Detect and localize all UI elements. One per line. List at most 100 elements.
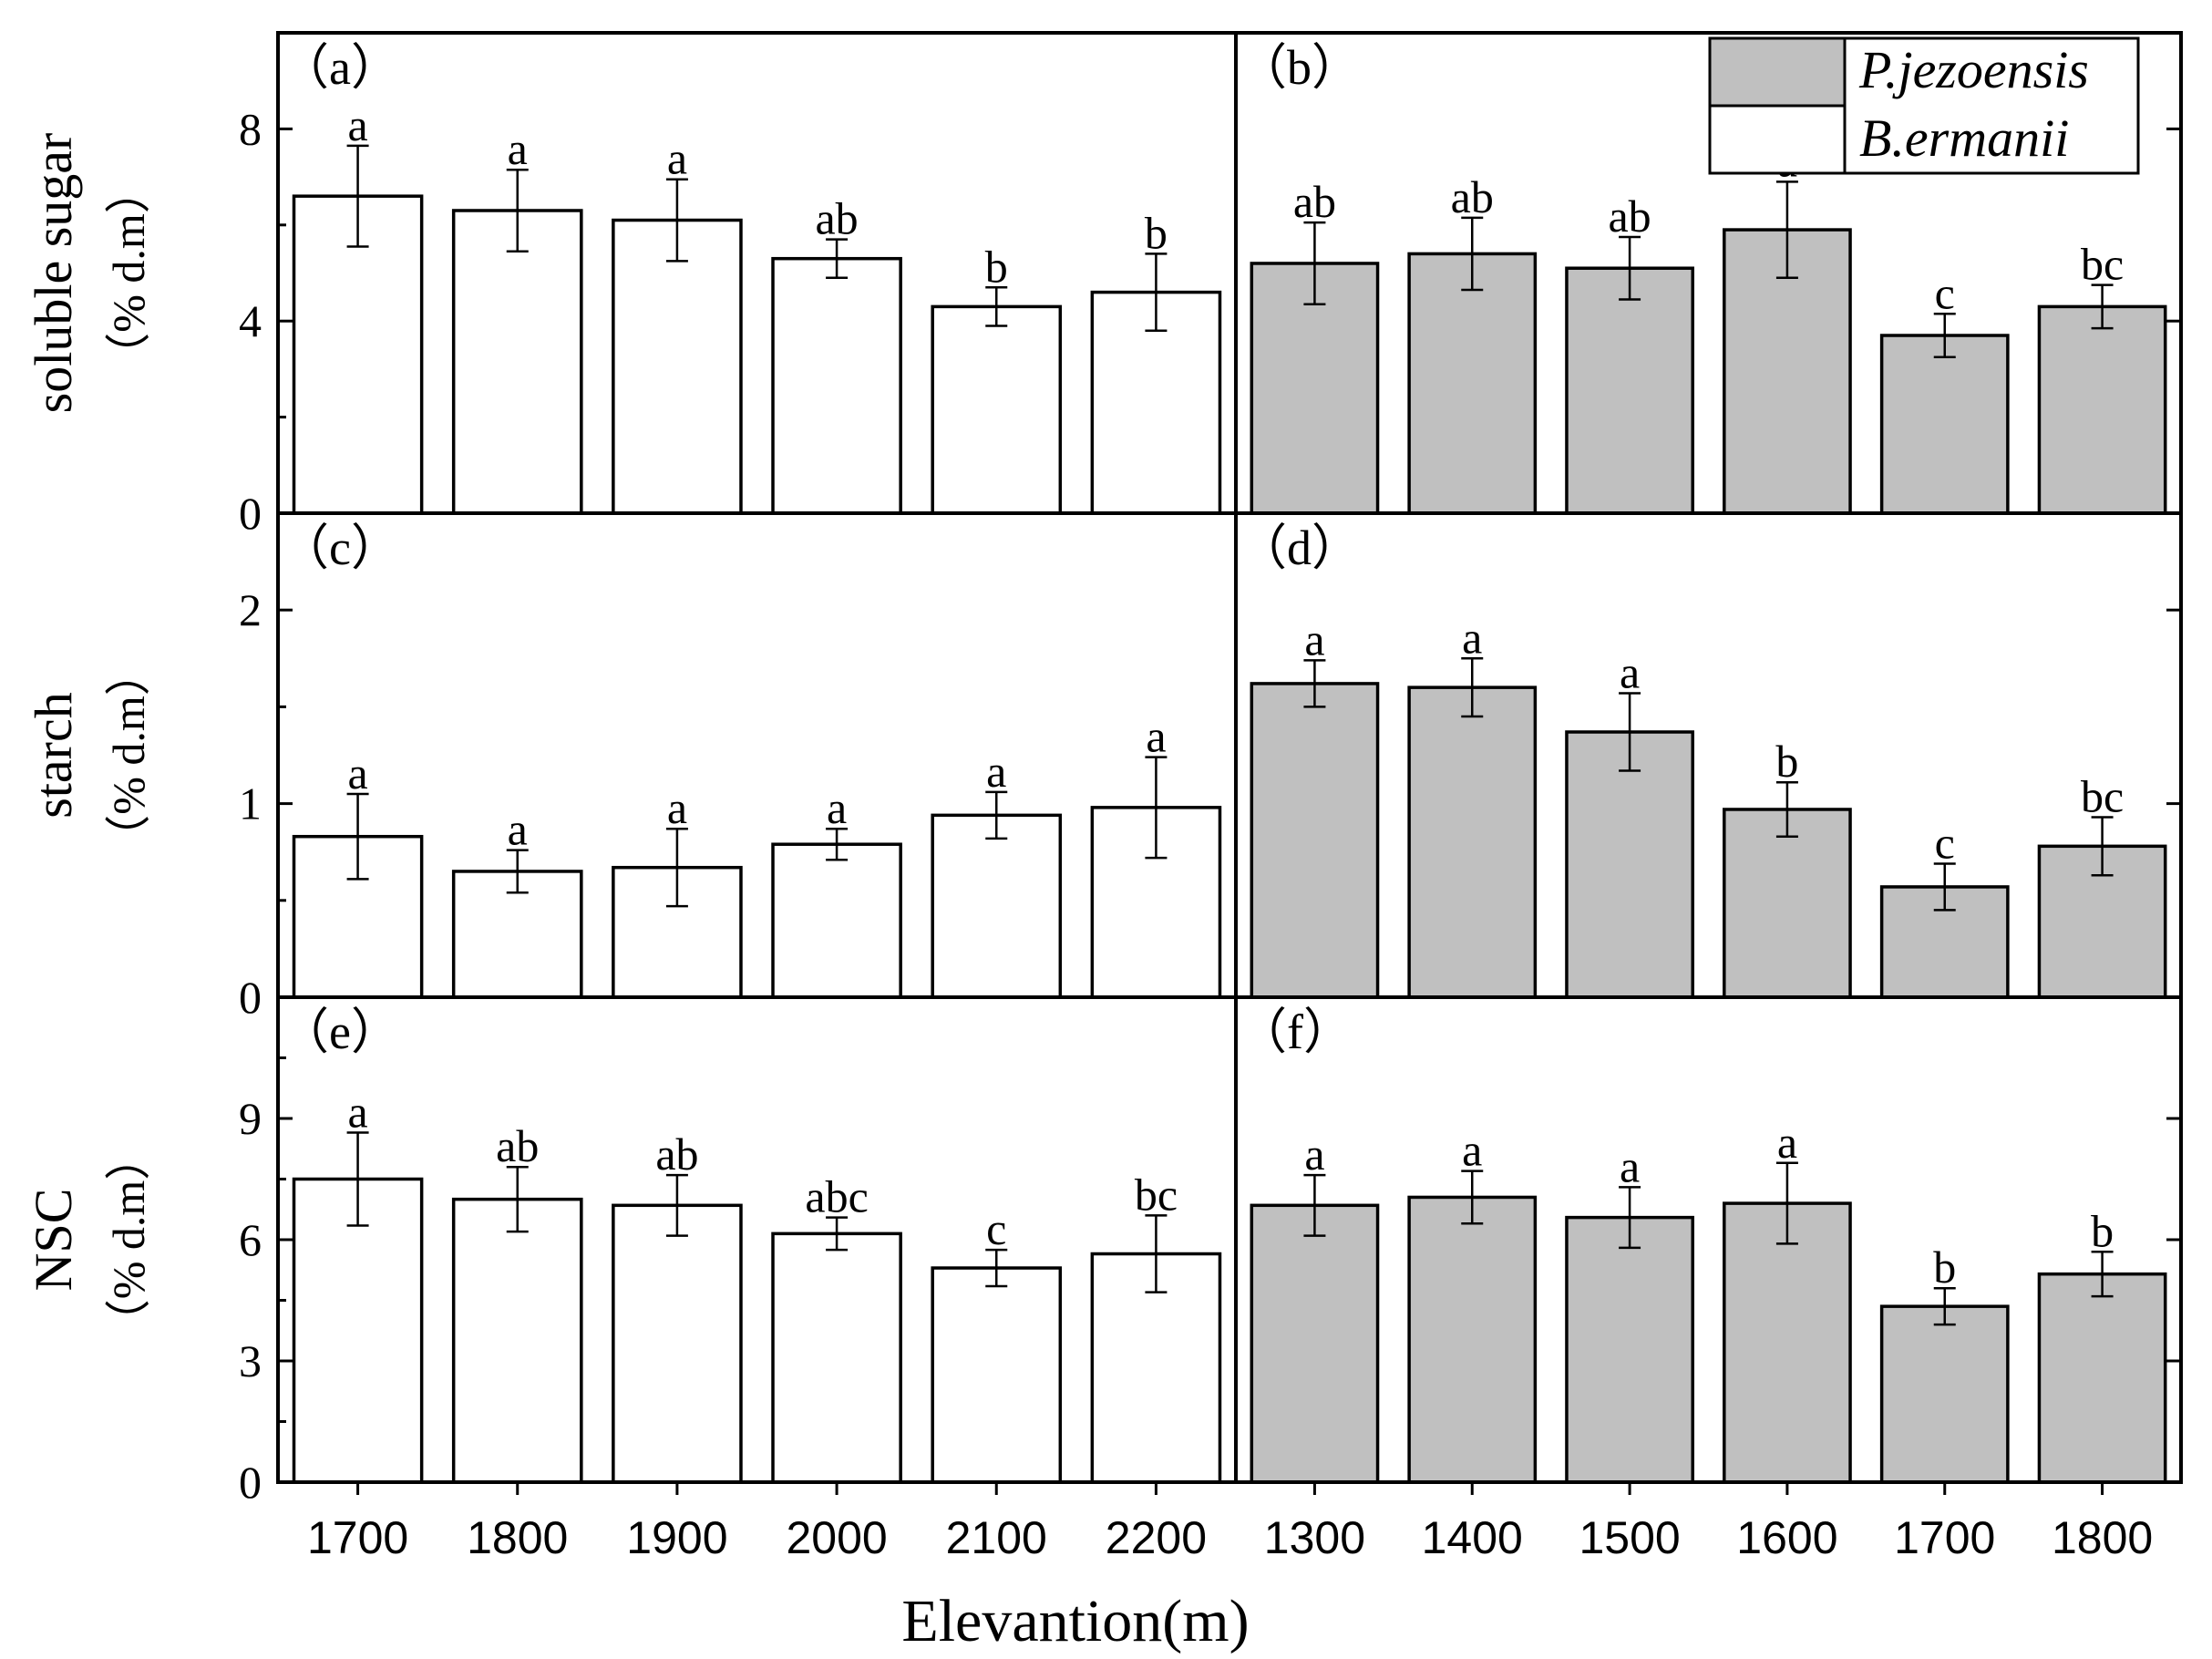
bar	[292, 194, 424, 515]
significance-letter: b	[1775, 736, 1798, 787]
significance-letter: a	[508, 804, 528, 855]
significance-letter: ab	[496, 1120, 539, 1171]
y-axis-title: NSC	[24, 1189, 83, 1292]
significance-letter: a	[1304, 613, 1324, 665]
significance-letter: a	[827, 782, 847, 833]
y-axis-title: soluble sugar	[24, 133, 83, 414]
significance-letter: a	[347, 99, 367, 150]
significance-letter: a	[347, 747, 367, 799]
x-tick-label: 1700	[1894, 1512, 1995, 1563]
significance-letter: abc	[805, 1171, 868, 1222]
significance-letter: b	[2091, 1205, 2114, 1256]
bar	[771, 1231, 902, 1484]
legend: P.jezoensis B.ermanii	[1708, 36, 2140, 175]
x-tick-label: 2200	[1106, 1512, 1207, 1563]
bar	[771, 256, 902, 515]
y-tick-label: 1	[239, 778, 262, 830]
bar	[451, 1197, 583, 1484]
significance-letter: ab	[655, 1128, 698, 1180]
bar	[1407, 252, 1538, 515]
x-tick-label: 1500	[1579, 1512, 1680, 1563]
x-tick-label: 1300	[1264, 1512, 1365, 1563]
bar	[2037, 1272, 2167, 1484]
bar	[1250, 682, 1380, 999]
plot-frame	[276, 31, 2183, 1484]
significance-letter: b	[985, 241, 1008, 292]
bar	[1407, 685, 1538, 999]
bar	[1723, 1201, 1852, 1484]
y-tick-label: 0	[239, 488, 262, 539]
significance-letter: a	[667, 782, 687, 833]
bar	[612, 1203, 743, 1484]
x-tick-label: 1800	[2052, 1512, 2153, 1563]
x-tick-label: 1700	[307, 1512, 408, 1563]
significance-letter: ab	[1608, 191, 1651, 242]
significance-letter: a	[667, 133, 687, 184]
y-tick-label: 2	[239, 584, 262, 635]
significance-letter: a	[1146, 711, 1166, 762]
panel-label: （e）	[280, 1005, 400, 1059]
bar	[612, 218, 743, 515]
significance-letter: a	[1777, 1117, 1797, 1168]
bar	[931, 1266, 1063, 1484]
bar	[292, 1177, 424, 1484]
bar	[1565, 1215, 1694, 1484]
y-axis-unit: （% d.m）	[103, 650, 154, 860]
significance-letter: b	[1145, 207, 1168, 258]
bar	[1565, 266, 1694, 515]
y-tick-label: 9	[239, 1093, 262, 1144]
significance-letter: bc	[2081, 239, 2124, 290]
significance-letter: bc	[1135, 1169, 1178, 1220]
significance-letter: a	[347, 1087, 367, 1138]
y-tick-label: 6	[239, 1214, 262, 1265]
bar	[1879, 1304, 2010, 1484]
significance-letter: a	[1304, 1128, 1324, 1180]
legend-label-ermanii: B.ermanii	[1859, 108, 2069, 168]
significance-letter: a	[1462, 612, 1482, 663]
panel-label: （d）	[1238, 520, 1361, 575]
x-tick-label: 1900	[626, 1512, 727, 1563]
bar	[451, 209, 583, 515]
bar	[1407, 1195, 1538, 1484]
x-tick-label: 1800	[467, 1512, 568, 1563]
bar	[1565, 730, 1694, 999]
y-axis-title: starch	[24, 692, 83, 819]
panel-label: （a）	[280, 40, 400, 95]
y-tick-label: 0	[239, 972, 262, 1023]
significance-letter: ab	[1451, 171, 1494, 222]
bar	[931, 813, 1063, 999]
significance-letter: c	[1935, 267, 1955, 318]
significance-letter: c	[1935, 817, 1955, 868]
x-tick-label: 2000	[786, 1512, 887, 1563]
significance-letter: ab	[1293, 176, 1336, 227]
x-tick-label: 1400	[1422, 1512, 1523, 1563]
significance-letter: a	[1620, 1140, 1640, 1191]
significance-letter: bc	[2081, 770, 2124, 821]
panel-label: （b）	[1238, 40, 1361, 95]
bar	[771, 842, 902, 999]
significance-letter: a	[508, 123, 528, 174]
bar	[1879, 334, 2010, 515]
y-tick-label: 3	[239, 1335, 262, 1386]
bar	[1250, 1203, 1380, 1484]
panel-label: （f）	[1238, 1005, 1353, 1059]
y-tick-label: 8	[239, 103, 262, 154]
significance-letter: ab	[815, 193, 858, 244]
y-tick-label: 4	[239, 295, 262, 346]
legend-swatch-jezoensis	[1708, 36, 1847, 108]
bar	[931, 304, 1063, 515]
bar	[1723, 808, 1852, 999]
panel-label: （c）	[280, 520, 400, 575]
y-axis-unit: （% d.m）	[103, 168, 154, 378]
significance-letter: a	[986, 746, 1006, 797]
y-tick-label: 0	[239, 1457, 262, 1508]
x-tick-label: 2100	[946, 1512, 1047, 1563]
bar	[2037, 304, 2167, 515]
significance-letter: b	[1933, 1242, 1956, 1293]
y-axis-unit: （% d.m）	[103, 1135, 154, 1345]
legend-swatch-ermanii	[1708, 104, 1847, 175]
legend-label-jezoensis: P.jezoensis	[1858, 40, 2089, 99]
significance-letter: c	[986, 1203, 1006, 1254]
